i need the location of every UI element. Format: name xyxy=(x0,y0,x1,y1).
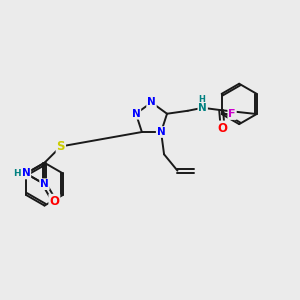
Text: S: S xyxy=(57,140,65,153)
Text: N: N xyxy=(198,103,207,113)
Text: N: N xyxy=(40,179,49,189)
Text: H: H xyxy=(13,169,20,178)
Text: F: F xyxy=(228,109,236,119)
Text: N: N xyxy=(157,127,166,137)
Text: O: O xyxy=(218,122,228,134)
Text: N: N xyxy=(132,109,140,119)
Text: H: H xyxy=(198,95,205,104)
Text: N: N xyxy=(22,169,30,178)
Text: N: N xyxy=(147,98,156,107)
Text: O: O xyxy=(49,195,59,208)
